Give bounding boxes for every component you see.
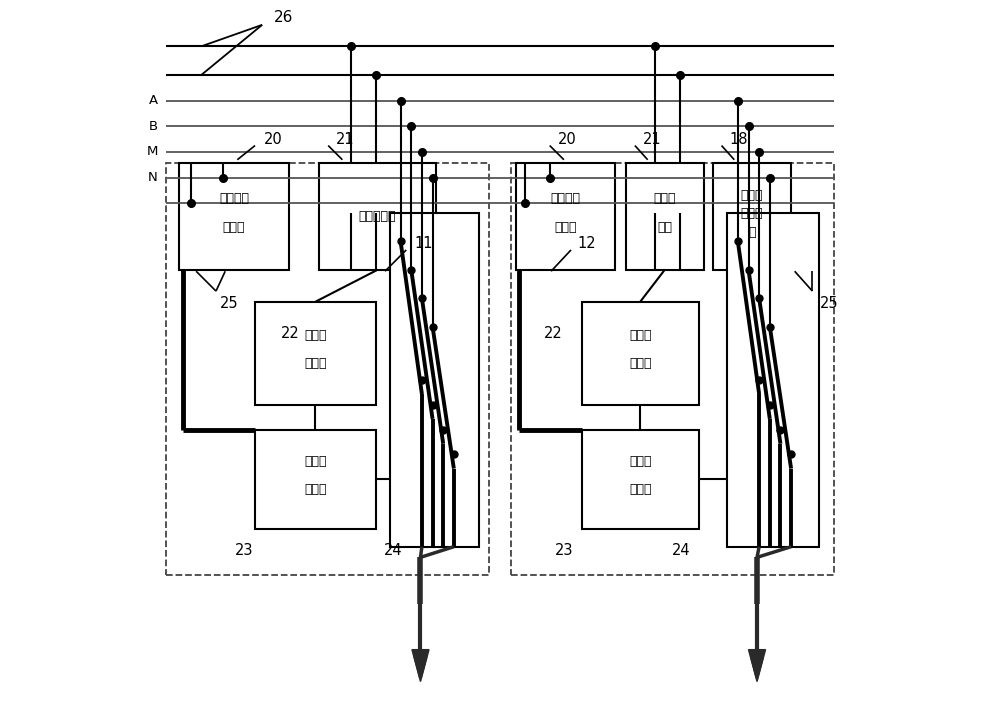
Bar: [166, 163, 489, 575]
Text: 12: 12: [577, 236, 596, 251]
Bar: [727, 213, 819, 547]
Text: 21: 21: [336, 132, 355, 148]
Text: 22: 22: [544, 326, 563, 342]
Text: 第一串: 第一串: [741, 189, 763, 202]
Polygon shape: [412, 650, 429, 682]
Text: 驱动器: 驱动器: [629, 484, 651, 496]
Text: B: B: [149, 120, 158, 133]
Text: 开关降: 开关降: [653, 192, 676, 205]
Text: 第二串行: 第二串行: [219, 192, 249, 205]
Bar: [626, 163, 704, 270]
Text: 转换器: 转换器: [554, 221, 577, 234]
Text: 24: 24: [384, 542, 403, 558]
Text: 压器: 压器: [657, 221, 672, 234]
Text: 控制器: 控制器: [629, 357, 651, 371]
Text: 23: 23: [235, 542, 254, 558]
Text: 驱动器: 驱动器: [304, 484, 327, 496]
Bar: [319, 163, 436, 270]
Text: 行转换: 行转换: [741, 207, 763, 219]
Bar: [713, 163, 791, 270]
Text: 开关降压器: 开关降压器: [359, 210, 396, 223]
Text: 25: 25: [219, 295, 238, 311]
Text: 23: 23: [555, 542, 573, 558]
Text: 第二串行: 第二串行: [550, 192, 580, 205]
Text: 第一微: 第一微: [304, 329, 327, 342]
Text: 21: 21: [643, 132, 661, 148]
Text: 控制器: 控制器: [304, 357, 327, 371]
Text: 24: 24: [672, 542, 690, 558]
Text: 继电器: 继电器: [304, 455, 327, 468]
Bar: [582, 302, 699, 405]
Text: M: M: [146, 146, 158, 158]
Text: 20: 20: [558, 132, 577, 148]
Text: 25: 25: [819, 295, 838, 311]
Bar: [255, 430, 376, 529]
Text: 器: 器: [748, 226, 756, 239]
Bar: [516, 163, 615, 270]
Bar: [511, 163, 834, 575]
Text: 11: 11: [415, 236, 433, 251]
Bar: [255, 302, 376, 405]
Polygon shape: [748, 650, 766, 682]
Text: 继电器: 继电器: [629, 455, 651, 468]
Bar: [179, 163, 289, 270]
Text: 20: 20: [263, 132, 282, 148]
Text: A: A: [149, 94, 158, 107]
Text: 18: 18: [729, 132, 748, 148]
Text: 26: 26: [274, 10, 293, 26]
Text: N: N: [148, 171, 158, 184]
Text: 22: 22: [281, 326, 300, 342]
Text: 第一微: 第一微: [629, 329, 651, 342]
Bar: [582, 430, 699, 529]
Bar: [390, 213, 479, 547]
Text: 转换器: 转换器: [223, 221, 245, 234]
